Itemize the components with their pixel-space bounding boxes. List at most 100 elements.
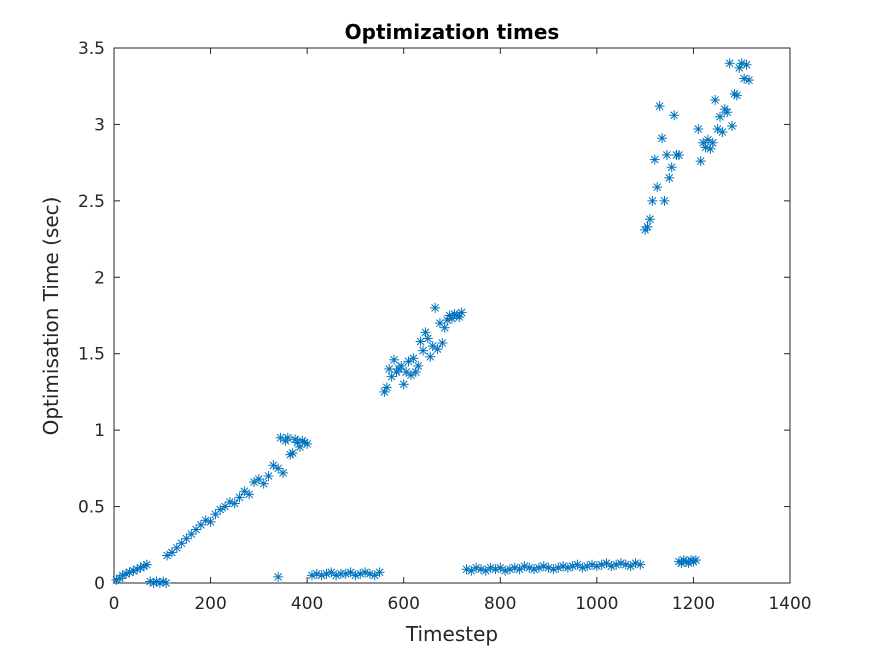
data-point	[389, 354, 400, 365]
x-tick-label: 400	[291, 594, 323, 614]
data-point	[161, 578, 172, 588]
data-point	[644, 214, 655, 225]
data-point	[669, 110, 680, 121]
data-point	[340, 568, 351, 579]
data-point	[538, 561, 549, 572]
data-point	[311, 568, 322, 579]
data-point	[666, 162, 677, 173]
data-point	[471, 562, 482, 573]
x-tick-label: 1000	[575, 594, 618, 614]
data-point	[657, 133, 668, 144]
data-point	[200, 515, 211, 526]
data-point	[138, 561, 149, 572]
data-point	[731, 90, 742, 101]
data-point	[158, 576, 169, 587]
data-point	[461, 564, 472, 575]
data-point	[166, 547, 177, 558]
data-point	[724, 58, 735, 69]
data-point	[396, 360, 407, 371]
data-point	[712, 124, 723, 135]
data-point	[727, 120, 738, 131]
x-tick-label: 1200	[672, 594, 715, 614]
plot-frame	[113, 47, 791, 584]
data-point	[229, 498, 240, 509]
data-point	[533, 562, 544, 573]
chart-title: Optimization times	[345, 20, 560, 44]
data-point	[553, 562, 564, 573]
data-point	[413, 360, 424, 371]
data-point	[432, 344, 443, 355]
y-tick-label: 0.5	[78, 498, 105, 518]
data-point	[500, 565, 511, 576]
y-tick-label: 3.5	[78, 39, 105, 59]
y-tick-label: 2	[94, 268, 105, 288]
y-tick-label: 0	[94, 574, 105, 594]
data-point	[326, 567, 337, 578]
plot-area	[113, 47, 791, 584]
data-point	[273, 571, 284, 582]
data-point	[124, 567, 135, 578]
data-point	[739, 73, 750, 84]
data-point	[427, 341, 438, 352]
x-tick-label: 0	[109, 594, 120, 614]
data-point	[234, 492, 245, 503]
data-point	[741, 59, 752, 70]
data-point	[299, 437, 310, 448]
data-point	[717, 127, 728, 138]
data-point	[649, 154, 660, 165]
data-point	[664, 172, 675, 183]
x-tick-label: 600	[387, 594, 419, 614]
data-point	[659, 195, 670, 206]
data-point	[350, 570, 361, 581]
data-point	[321, 568, 332, 579]
data-point	[408, 353, 419, 364]
data-point	[258, 478, 269, 489]
data-point	[331, 570, 342, 581]
data-point	[224, 496, 235, 507]
y-tick-label: 2.5	[78, 192, 105, 212]
data-point	[285, 449, 296, 460]
data-point	[374, 567, 385, 578]
data-point	[485, 562, 496, 573]
data-point	[490, 564, 501, 575]
data-point	[263, 471, 274, 481]
data-point	[654, 101, 665, 112]
data-point	[714, 111, 725, 122]
data-point	[384, 364, 395, 374]
data-point	[710, 94, 721, 105]
x-tick-label: 800	[484, 594, 516, 614]
y-axis-label: Optimisation Time (sec)	[39, 197, 63, 436]
data-point	[381, 382, 392, 393]
data-point	[244, 489, 255, 500]
data-point	[268, 460, 279, 471]
x-tick-label: 1400	[768, 594, 811, 614]
data-point	[647, 195, 658, 206]
data-point	[415, 336, 426, 347]
data-point	[456, 307, 467, 318]
data-point	[205, 516, 216, 527]
data-point	[652, 182, 663, 193]
data-point	[439, 322, 450, 333]
data-point	[418, 345, 429, 356]
data-point	[582, 561, 593, 572]
data-point	[386, 371, 397, 382]
data-point	[707, 137, 718, 148]
data-point	[430, 302, 441, 313]
y-axis: 0 0.5 1 1.5 2 2.5 3 3.5	[78, 39, 790, 594]
data-point	[141, 559, 152, 570]
data-points	[111, 58, 754, 588]
x-tick-label: 200	[194, 594, 226, 614]
data-point	[425, 351, 436, 362]
data-point	[642, 221, 653, 232]
data-point	[398, 379, 409, 390]
y-tick-label: 3	[94, 115, 105, 135]
data-point	[509, 562, 520, 573]
data-point	[743, 75, 754, 86]
data-point	[690, 555, 701, 566]
data-point	[693, 124, 704, 135]
data-point	[722, 107, 733, 118]
y-tick-label: 1	[94, 421, 105, 441]
data-point	[437, 338, 448, 349]
data-point	[695, 156, 706, 167]
